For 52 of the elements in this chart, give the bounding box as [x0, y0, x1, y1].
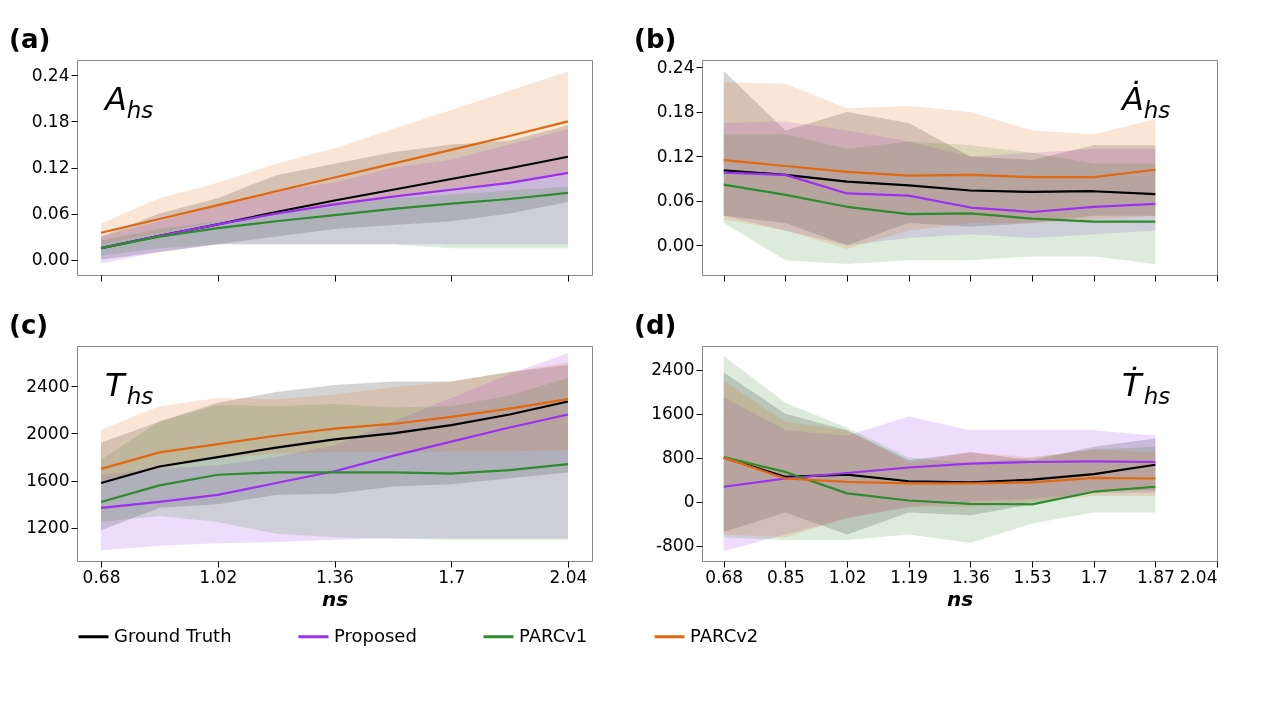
x-tick-label: 1.02	[199, 566, 238, 587]
y-tick-label: 0.06	[656, 190, 695, 211]
y-tick-label: 1200	[26, 517, 70, 538]
y-tick-label: 0.12	[31, 157, 70, 177]
y-tick-label: 0.00	[31, 249, 70, 270]
y-tick-label: 0.00	[656, 234, 695, 255]
line-series	[722, 183, 1157, 223]
y-tick-label: 1600	[26, 470, 70, 491]
x-axis-title: ns	[321, 586, 349, 611]
y-tick-label: 0.12	[656, 145, 695, 166]
line-series	[99, 120, 570, 234]
y-tick-label: -800	[655, 535, 695, 556]
x-tick-label: 1.36	[951, 566, 990, 587]
x-tick-label: 1.7	[438, 566, 466, 587]
y-tick-label: 0.06	[31, 203, 70, 224]
x-tick-label: 1.53	[1013, 566, 1052, 587]
x-tick-label: 1.36	[316, 566, 354, 587]
y-tick-label: 800	[662, 447, 695, 468]
x-tick-label: 0.68	[82, 566, 121, 587]
line-series	[722, 169, 1157, 196]
y-tick-label: 1600	[651, 403, 695, 424]
legend-label: Ground Truth	[114, 624, 232, 646]
legend-label: PARCv1	[519, 624, 588, 646]
legend-label: PARCv2	[690, 624, 759, 646]
x-tick-label: 1.87	[1136, 566, 1175, 587]
text: (c)	[9, 310, 49, 340]
legend-label: Proposed	[334, 624, 417, 646]
y-tick-label: 2000	[26, 422, 70, 443]
y-tick-label: 0	[683, 491, 695, 512]
text: (d)	[634, 310, 677, 340]
y-tick-label: 0.18	[31, 110, 70, 131]
y-tick-label: 0.18	[656, 101, 695, 122]
line-series	[99, 191, 570, 250]
text: (b)	[634, 24, 677, 54]
x-tick-label: 1.19	[890, 566, 929, 587]
x-axis-title: ns	[946, 586, 974, 611]
line-series	[99, 413, 570, 509]
line-series	[722, 171, 1157, 214]
x-tick-label: 1.7	[1080, 566, 1108, 587]
y-tick-label: 0.24	[31, 64, 70, 85]
x-tick-label: 1.02	[828, 566, 867, 587]
x-tick-label: 0.85	[766, 566, 805, 587]
x-tick-label: 2.04	[549, 566, 588, 587]
line-series	[722, 158, 1157, 179]
line-series	[722, 455, 1157, 506]
line-series	[99, 463, 570, 504]
text: (a)	[9, 24, 51, 54]
x-tick-label: 2.04	[1179, 566, 1218, 587]
x-tick-label: 0.68	[705, 566, 744, 587]
y-tick-label: 2400	[26, 375, 70, 396]
y-tick-label: 2400	[651, 359, 695, 380]
y-tick-label: 0.24	[656, 56, 695, 77]
